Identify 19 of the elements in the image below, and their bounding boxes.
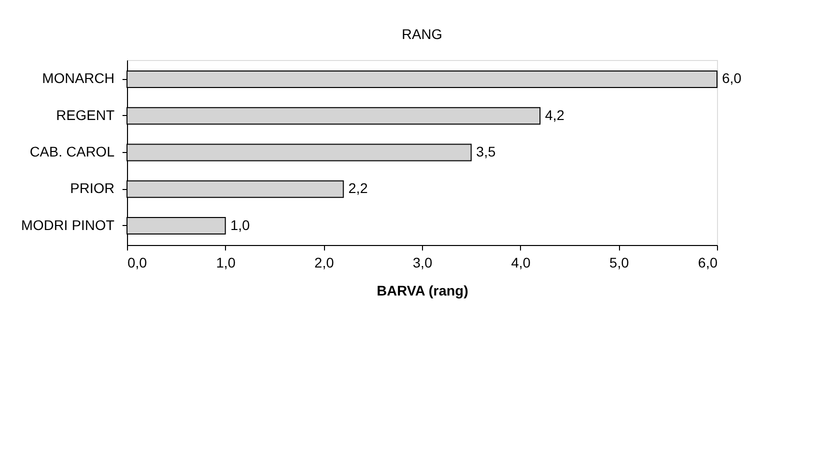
x-tick-label: 5,0 (609, 254, 630, 270)
x-tick-label: 4,0 (511, 254, 531, 270)
y-tick-label: REGENT (56, 106, 115, 123)
x-tick-label: 2,0 (314, 254, 334, 270)
x-tick-label: 1,0 (216, 254, 236, 270)
y-tick-label: MODRI PINOT (21, 216, 115, 233)
x-tick-label: 0,0 (128, 254, 148, 270)
data-label: 6,0 (722, 70, 742, 86)
chart-title: RANG (402, 26, 442, 42)
y-tick-label: CAB. CAROL (30, 144, 115, 160)
data-label: 2,2 (348, 180, 368, 196)
x-axis-title: BARVA (rang) (376, 282, 468, 298)
data-label: 4,2 (545, 106, 565, 123)
y-tick-label: MONARCH (42, 70, 114, 86)
data-label: 3,5 (476, 144, 496, 160)
x-tick-label: 6,0 (698, 254, 718, 270)
data-label: 1,0 (230, 216, 250, 233)
x-tick-label: 3,0 (412, 254, 432, 270)
y-tick-label: PRIOR (70, 180, 114, 196)
